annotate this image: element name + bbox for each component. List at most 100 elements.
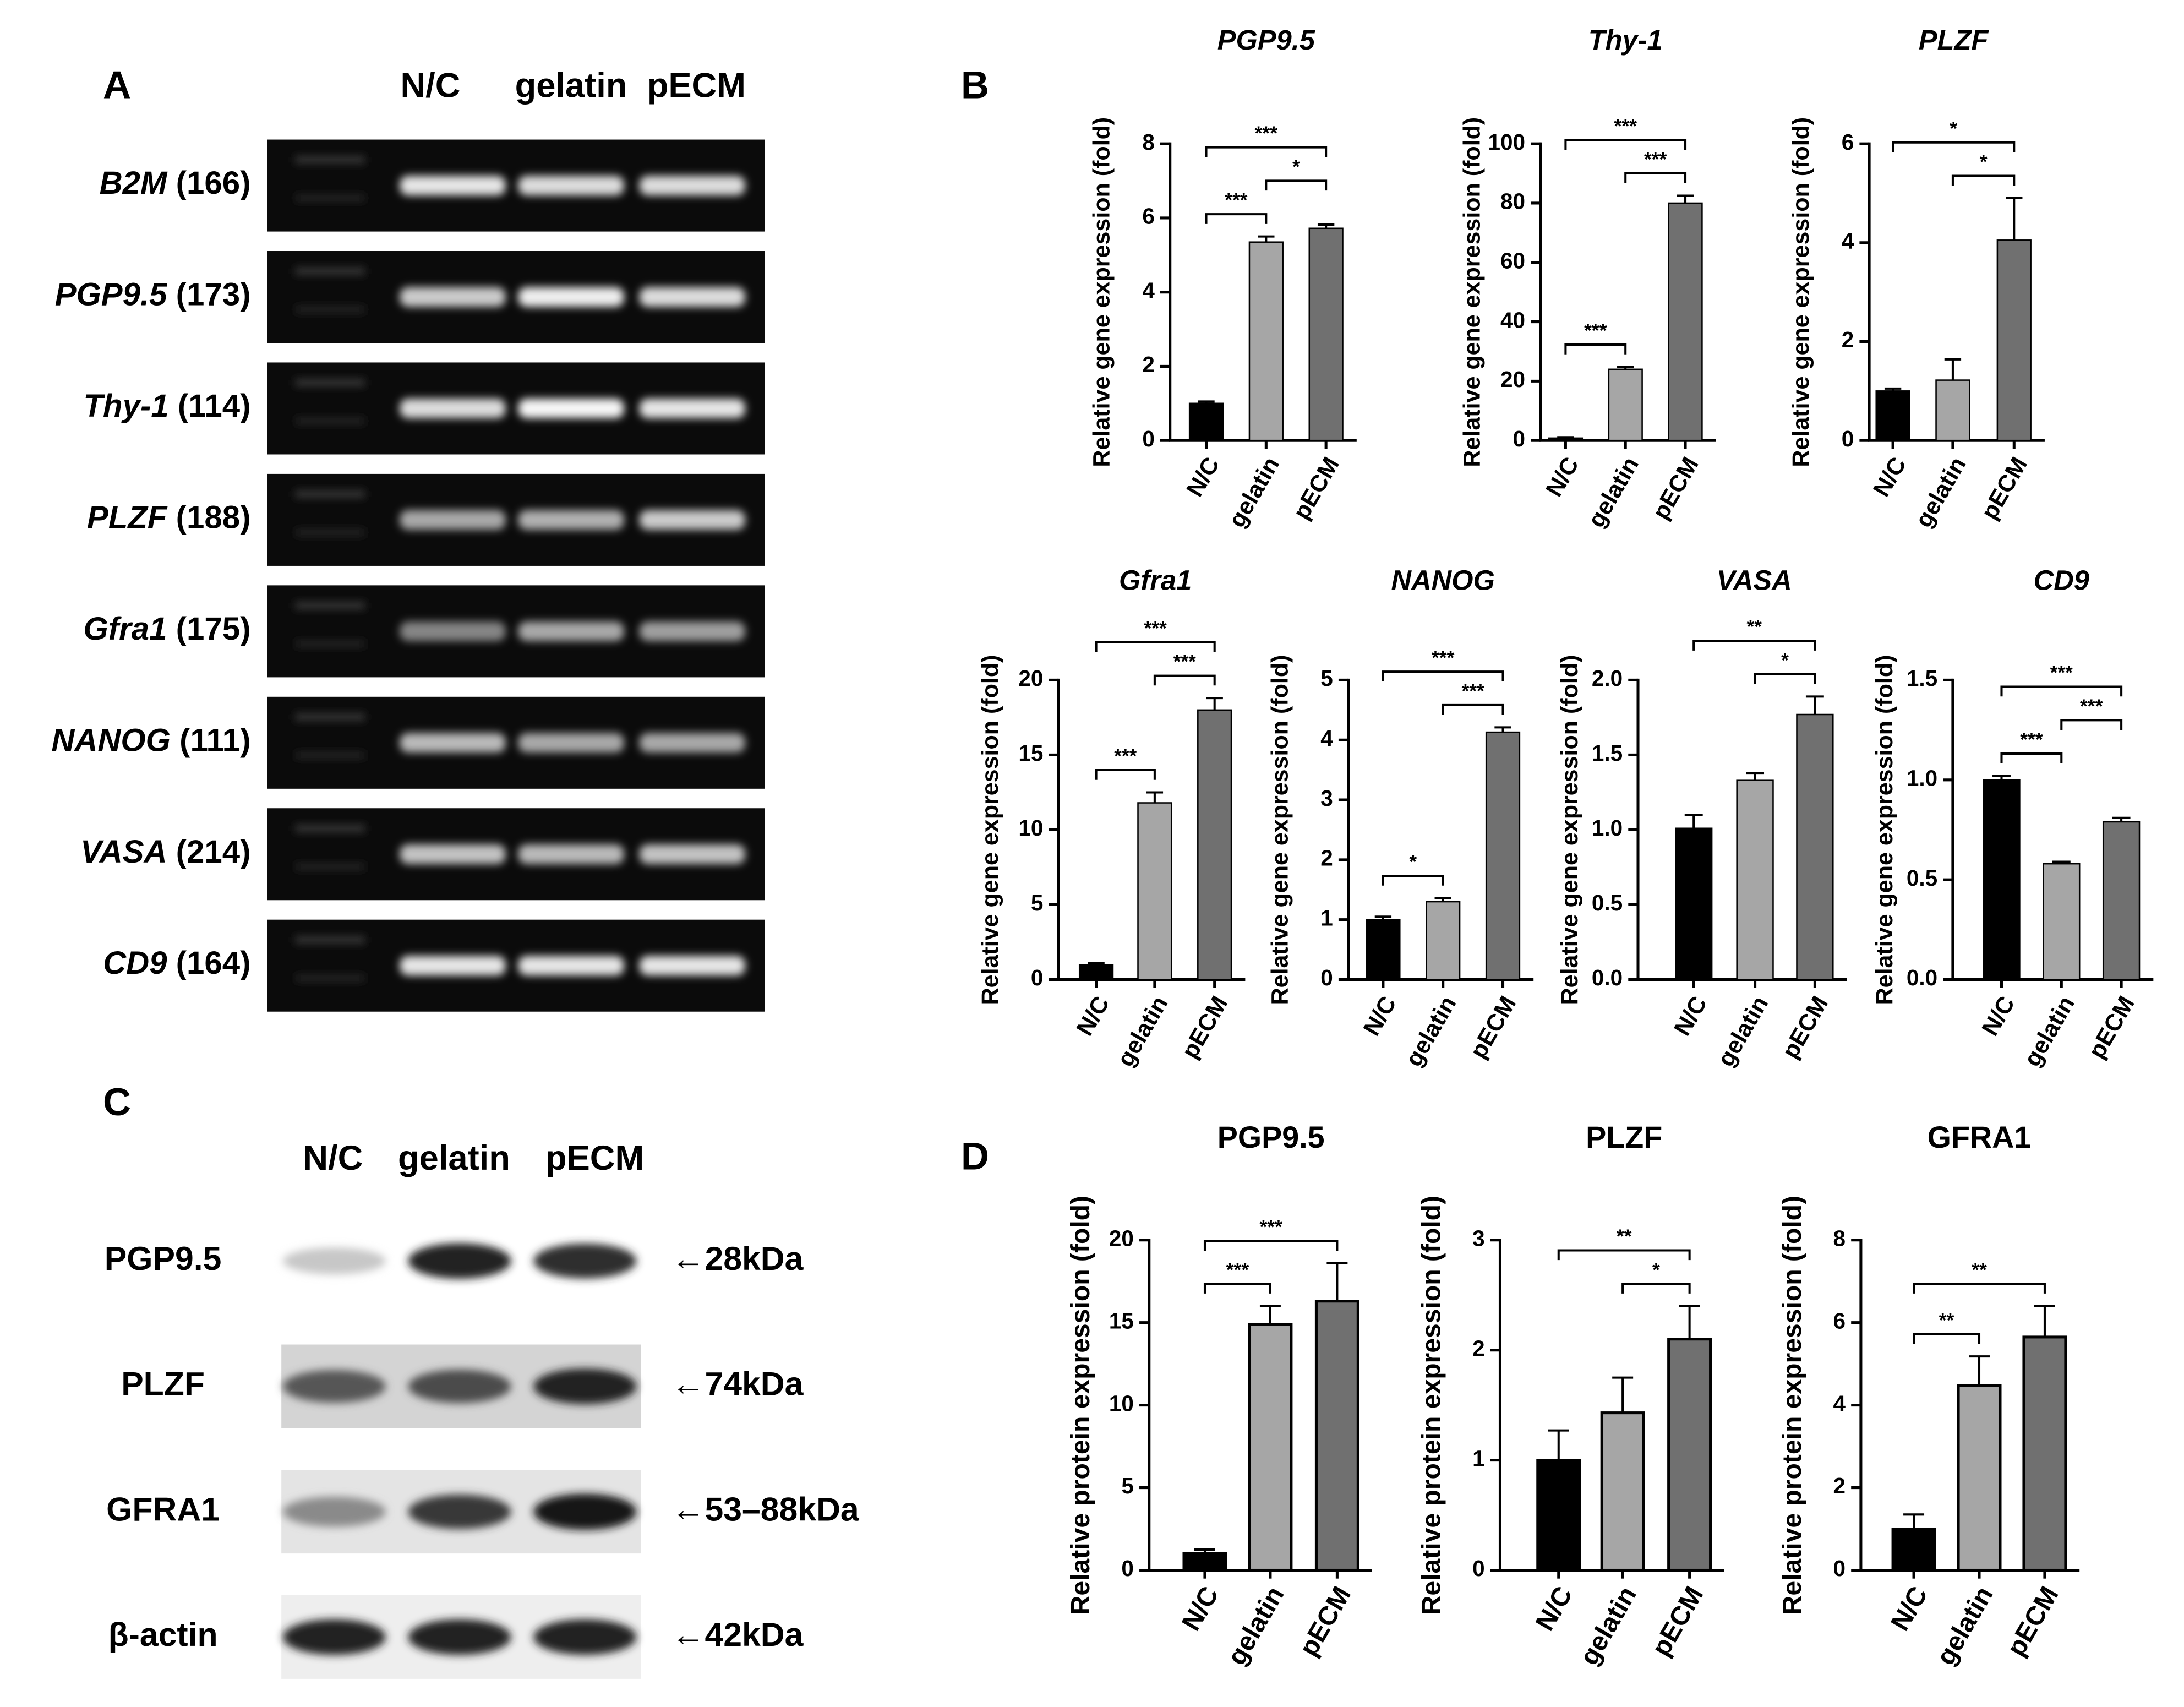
error-bar <box>1677 194 1694 203</box>
x-tick-label: pECM <box>1465 992 1522 1064</box>
y-tick-label: 0 <box>1513 426 1526 451</box>
y-tick-label: 60 <box>1500 248 1525 273</box>
y-tick-label: 0 <box>1142 426 1155 451</box>
significance-label: *** <box>1225 189 1248 211</box>
x-tick-label: N/C <box>1541 452 1584 501</box>
gene-label: Thy-1 (114) <box>84 388 251 424</box>
y-tick-label: 0.5 <box>1907 865 1937 891</box>
ladder-band <box>295 530 365 536</box>
gel-band <box>400 399 506 418</box>
chart-title: PGP9.5 <box>1217 1120 1325 1154</box>
gel-band <box>400 287 506 307</box>
gel-band <box>518 287 624 307</box>
error-bar <box>1992 775 2011 780</box>
chart-title: Thy-1 <box>1588 24 1663 56</box>
y-tick-label: 2.0 <box>1592 666 1623 691</box>
significance-label: * <box>1292 156 1300 178</box>
panel-label: A <box>103 64 131 107</box>
x-tick-label: N/C <box>1669 992 1712 1040</box>
blot-band <box>533 1493 637 1530</box>
error-bar <box>1088 962 1105 965</box>
blot-band <box>282 1619 386 1655</box>
significance-label: *** <box>1614 115 1637 137</box>
ladder-band <box>295 156 365 163</box>
error-bar <box>1259 1305 1281 1324</box>
y-tick-label: 100 <box>1488 129 1525 155</box>
error-bar <box>1903 1513 1925 1529</box>
amplicon-size: (188) <box>176 500 251 536</box>
gene-name: NANOG <box>51 723 171 759</box>
ladder-band <box>295 307 365 313</box>
x-tick-label: N/C <box>1072 992 1115 1040</box>
gel-band <box>400 733 506 753</box>
gene-label: PGP9.5 (173) <box>55 277 251 313</box>
bar <box>1675 827 1713 980</box>
significance-bracket <box>1153 674 1216 686</box>
y-tick-label: 0 <box>1842 426 1854 451</box>
x-tick-label: pECM <box>2001 1581 2065 1661</box>
blot-band <box>533 1368 637 1404</box>
error-bar <box>1374 915 1392 920</box>
gel-band <box>400 956 506 975</box>
y-tick-label: 0 <box>1472 1556 1485 1581</box>
panel-label: D <box>961 1135 989 1179</box>
error-bar <box>1944 358 1962 380</box>
amplicon-size: (166) <box>176 165 251 201</box>
gene-name: B2M <box>100 165 168 201</box>
y-tick-label: 8 <box>1833 1225 1846 1251</box>
y-tick-label: 4 <box>1833 1390 1846 1416</box>
significance-bracket <box>1913 1283 2046 1294</box>
y-tick-label: 0 <box>1320 965 1333 990</box>
significance-label: *** <box>1260 1216 1283 1238</box>
lane-label: pECM <box>545 1139 644 1177</box>
y-tick-label: 1.5 <box>1592 740 1623 766</box>
y-tick-label: 4 <box>1320 726 1333 751</box>
y-tick-label: 6 <box>1833 1308 1846 1333</box>
x-tick-label: pECM <box>1647 452 1704 524</box>
significance-bracket <box>1095 641 1216 652</box>
error-bar <box>1548 1429 1569 1460</box>
significance-label: ** <box>1939 1309 1954 1331</box>
amplicon-size: (175) <box>176 611 251 647</box>
significance-bracket <box>1754 673 1816 684</box>
x-tick-label: gelatin <box>1112 992 1173 1071</box>
blot-band <box>408 1370 511 1403</box>
y-axis-label: Relative gene expression (fold) <box>1459 117 1486 467</box>
y-tick-label: 0 <box>1031 965 1044 990</box>
gel-band <box>639 844 745 864</box>
y-tick-label: 2 <box>1833 1473 1846 1498</box>
y-axis-label: Relative gene expression (fold) <box>1557 655 1583 1005</box>
ladder-band <box>295 936 365 944</box>
gene-label: NANOG (111) <box>51 723 250 759</box>
error-bar <box>2052 860 2071 864</box>
gel-band <box>639 956 745 975</box>
lane-label: gelatin <box>515 67 627 105</box>
significance-bracket <box>2000 685 2123 697</box>
significance-bracket <box>1892 141 2016 152</box>
error-bar <box>1434 897 1451 902</box>
bar <box>1608 368 1643 441</box>
blot-band <box>282 1370 386 1403</box>
chart-title: NANOG <box>1391 565 1495 596</box>
bar <box>1667 1338 1712 1572</box>
bar <box>1248 1323 1293 1572</box>
molecular-weight: ←74kDa <box>671 1365 804 1403</box>
amplicon-size: (111) <box>179 723 250 759</box>
y-tick-label: 0 <box>1121 1556 1134 1581</box>
blot-band <box>408 1494 511 1529</box>
y-tick-label: 0 <box>1833 1556 1846 1581</box>
y-tick-label: 40 <box>1500 307 1525 332</box>
significance-label: * <box>1950 117 1957 139</box>
y-tick-label: 0.5 <box>1592 890 1623 915</box>
molecular-weight: ←42kDa <box>671 1616 804 1653</box>
gel-band <box>639 287 745 307</box>
chart-title: Gfra1 <box>1119 565 1192 596</box>
x-tick-label: pECM <box>1288 452 1345 524</box>
x-tick-label: gelatin <box>1583 452 1644 532</box>
error-bar <box>1679 1305 1700 1339</box>
chart-title: PLZF <box>1919 24 1989 56</box>
significance-label: ** <box>1617 1225 1632 1247</box>
x-tick-label: gelatin <box>1712 992 1773 1071</box>
gel-band <box>639 399 745 418</box>
error-bar <box>1746 772 1765 781</box>
